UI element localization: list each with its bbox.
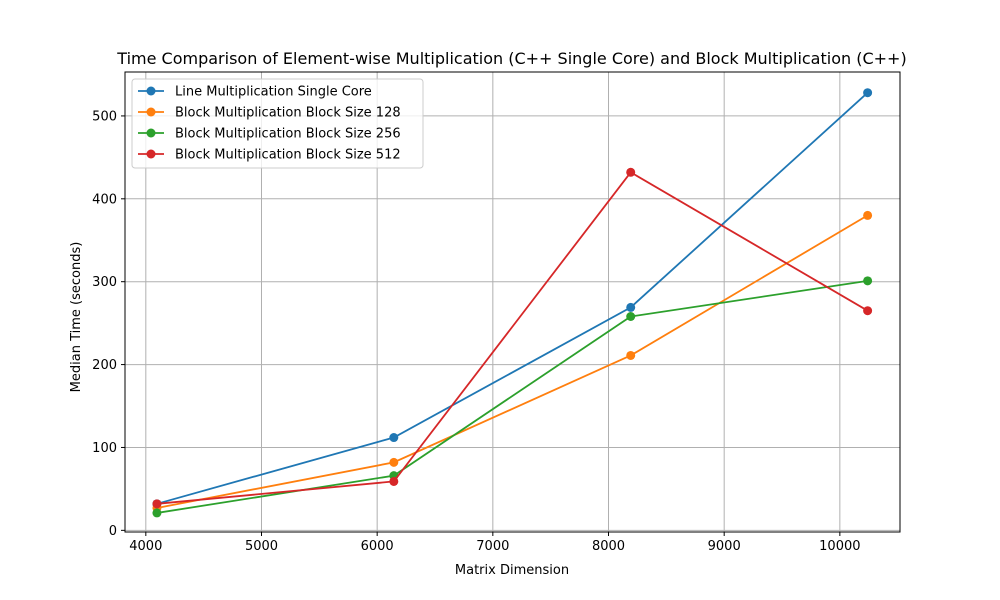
legend-item: Block Multiplication Block Size 128 [138,106,401,121]
data-point [389,457,399,467]
series-line [156,171,869,505]
legend-box [131,78,424,169]
legend-label: Block Multiplication Block Size 256 [175,127,401,142]
y-tick-label: 0 [109,524,117,539]
data-point [863,210,873,220]
legend-marker [146,149,156,159]
x-axis-label: Matrix Dimension [455,563,569,578]
legend-item: Line Multiplication Single Core [138,85,372,100]
data-point [389,476,399,486]
data-point [863,276,873,286]
legend-marker [146,128,156,138]
series-3 [152,276,873,518]
x-tick-label: 8000 [592,539,625,554]
x-tick-label: 5000 [245,539,278,554]
data-point [626,312,636,322]
x-tick-label: 7000 [476,539,509,554]
legend: Line Multiplication Single Core Block Mul… [131,78,424,169]
chart-title: Time Comparison of Element-wise Multipli… [116,49,906,68]
data-point [863,88,873,98]
x-tick-label: 9000 [708,539,741,554]
data-point [152,508,162,518]
y-tick-label: 100 [92,441,117,456]
series-4 [152,167,873,509]
legend-label: Block Multiplication Block Size 128 [175,106,401,121]
data-point [626,350,636,360]
series-2 [152,210,873,513]
legend-item: Block Multiplication Block Size 256 [138,127,401,142]
legend-item: Block Multiplication Block Size 512 [138,148,401,163]
legend-label: Line Multiplication Single Core [175,85,372,100]
y-axis-label: Median Time (seconds) [69,242,84,393]
legend-marker [146,86,156,96]
data-point [389,433,399,443]
series-layer [152,88,873,518]
legend-label: Block Multiplication Block Size 512 [175,148,401,163]
series-line [156,92,869,505]
x-tick-label: 10000 [819,539,860,554]
y-tick-label: 200 [92,358,117,373]
y-tick-label: 300 [92,275,117,290]
y-tick-label: 500 [92,109,117,124]
plot-frame [124,71,901,533]
data-point [152,499,162,509]
axis-ticks: 4000 5000 6000 7000 8000 9000 10000 0 100 200 300 4… [92,109,860,554]
data-point [863,306,873,316]
x-tick-label: 4000 [129,539,162,554]
data-point [626,167,636,177]
y-tick-label: 400 [92,192,117,207]
x-tick-label: 6000 [361,539,394,554]
series-line [156,214,869,509]
series-line [156,279,868,514]
legend-marker [146,107,156,117]
data-point [626,302,636,312]
